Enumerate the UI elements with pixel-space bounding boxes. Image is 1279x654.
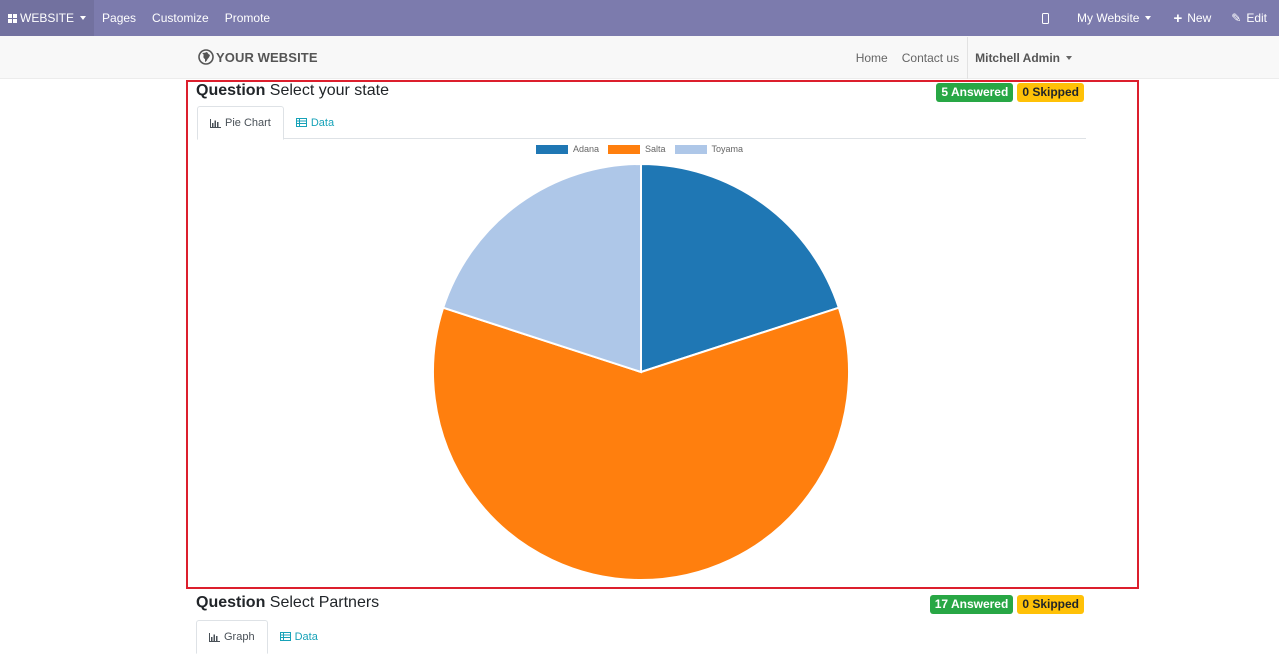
customize-menu[interactable]: Customize	[152, 11, 209, 25]
new-label: New	[1187, 11, 1212, 25]
legend-swatch	[536, 144, 568, 154]
caret-down-icon	[1145, 16, 1152, 20]
caret-down-icon	[80, 16, 87, 20]
user-menu[interactable]: Mitchell Admin	[968, 51, 1079, 65]
chart-legend: Adana Salta Toyama	[536, 144, 752, 154]
question-text: Select your state	[269, 82, 389, 99]
my-website-menu[interactable]: My Website	[1069, 0, 1165, 36]
bar-chart-icon	[209, 632, 220, 642]
question-prefix: Question	[196, 594, 266, 611]
legend-item-salta[interactable]: Salta	[608, 144, 666, 154]
edit-label: Edit	[1246, 11, 1267, 25]
tab-pie-chart-label: Pie Chart	[225, 117, 271, 129]
site-logo[interactable]: YOUR WEBSITE	[198, 49, 318, 65]
nav-divider	[967, 36, 969, 79]
legend-label: Toyama	[711, 144, 744, 154]
bar-chart-icon	[210, 118, 221, 128]
question-prefix: Question	[196, 82, 266, 99]
caret-down-icon	[1066, 55, 1072, 60]
mobile-preview-button[interactable]	[1028, 0, 1069, 36]
pie-slice-salta[interactable]	[432, 306, 850, 581]
skipped-badge: 0 Skipped	[1017, 595, 1084, 614]
legend-swatch	[608, 144, 641, 154]
legend-label: Salta	[645, 144, 666, 154]
tab-pie-chart[interactable]: Pie Chart	[197, 106, 284, 140]
my-website-label: My Website	[1077, 11, 1140, 25]
question-card-partners: Question Select Partners 17 Answered 0 S…	[186, 594, 1139, 654]
site-nav: Home Contact us Mitchell Admin	[849, 36, 1079, 79]
new-button[interactable]: + New	[1165, 0, 1223, 36]
answered-badge: 17 Answered	[929, 595, 1014, 614]
legend-item-adana[interactable]: Adana	[536, 144, 599, 154]
admin-topbar: WEBSITE Pages Customize Promote My Websi…	[0, 0, 1279, 36]
legend-label: Adana	[573, 144, 600, 154]
question-text: Select Partners	[269, 594, 380, 611]
tab-data-label: Data	[310, 116, 335, 129]
question-title: Question Select Partners	[196, 594, 379, 612]
website-menu[interactable]: WEBSITE	[0, 0, 95, 36]
legend-swatch	[674, 144, 707, 154]
result-tabs: Pie Chart Data	[197, 106, 1086, 140]
pie-slice-toyama[interactable]	[441, 162, 642, 374]
answered-badge: 5 Answered	[936, 83, 1014, 102]
promote-menu[interactable]: Promote	[224, 11, 271, 25]
skipped-badge: 0 Skipped	[1017, 83, 1084, 102]
plus-icon: +	[1173, 9, 1183, 27]
question-card-state: Question Select your state 5 Answered 0 …	[186, 80, 1139, 589]
apps-grid-icon	[8, 13, 17, 23]
question-badges: 5 Answered 0 Skipped	[936, 83, 1084, 102]
table-icon	[295, 118, 307, 127]
question-badges: 17 Answered 0 Skipped	[929, 595, 1084, 614]
pie-slice-adana[interactable]	[640, 162, 841, 374]
nav-contact-link[interactable]: Contact us	[901, 50, 960, 65]
user-name: Mitchell Admin	[975, 50, 1060, 65]
website-header: YOUR WEBSITE Home Contact us Mitchell Ad…	[0, 36, 1279, 79]
tab-graph-label: Graph	[224, 631, 255, 643]
globe-icon	[198, 49, 214, 65]
legend-item-toyama[interactable]: Toyama	[674, 144, 744, 154]
nav-home-link[interactable]: Home	[855, 50, 888, 65]
question-title: Question Select your state	[196, 82, 389, 100]
logo-text: YOUR WEBSITE	[216, 49, 318, 65]
pie-chart	[432, 162, 850, 581]
pages-menu[interactable]: Pages	[102, 11, 137, 25]
pencil-icon: ✎	[1231, 11, 1242, 25]
website-menu-label: WEBSITE	[20, 11, 75, 25]
tab-graph[interactable]: Graph	[196, 620, 268, 654]
edit-button[interactable]: ✎ Edit	[1223, 0, 1279, 36]
mobile-phone-icon	[1042, 12, 1049, 24]
tab-data[interactable]: Data	[284, 106, 346, 139]
